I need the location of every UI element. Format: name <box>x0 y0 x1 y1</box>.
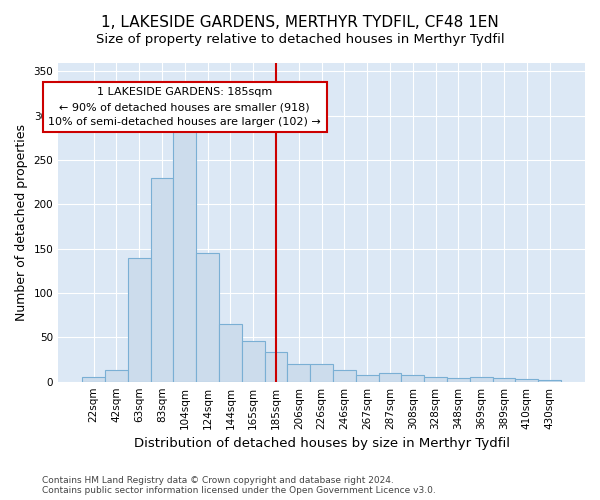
Bar <box>105 370 128 382</box>
Bar <box>515 379 538 382</box>
Bar <box>401 376 424 382</box>
Bar <box>470 377 493 382</box>
Bar <box>128 258 151 382</box>
Bar <box>151 178 173 382</box>
Text: 1, LAKESIDE GARDENS, MERTHYR TYDFIL, CF48 1EN: 1, LAKESIDE GARDENS, MERTHYR TYDFIL, CF4… <box>101 15 499 30</box>
Bar <box>356 374 379 382</box>
X-axis label: Distribution of detached houses by size in Merthyr Tydfil: Distribution of detached houses by size … <box>134 437 509 450</box>
Text: Size of property relative to detached houses in Merthyr Tydfil: Size of property relative to detached ho… <box>95 32 505 46</box>
Text: Contains HM Land Registry data © Crown copyright and database right 2024.
Contai: Contains HM Land Registry data © Crown c… <box>42 476 436 495</box>
Y-axis label: Number of detached properties: Number of detached properties <box>15 124 28 320</box>
Bar <box>379 373 401 382</box>
Bar <box>265 352 287 382</box>
Bar <box>173 129 196 382</box>
Bar <box>196 253 219 382</box>
Text: 1 LAKESIDE GARDENS: 185sqm
← 90% of detached houses are smaller (918)
10% of sem: 1 LAKESIDE GARDENS: 185sqm ← 90% of deta… <box>49 88 321 127</box>
Bar <box>242 341 265 382</box>
Bar <box>538 380 561 382</box>
Bar <box>287 364 310 382</box>
Bar <box>310 364 333 382</box>
Bar <box>333 370 356 382</box>
Bar <box>82 377 105 382</box>
Bar <box>493 378 515 382</box>
Bar <box>447 378 470 382</box>
Bar <box>219 324 242 382</box>
Bar <box>424 377 447 382</box>
